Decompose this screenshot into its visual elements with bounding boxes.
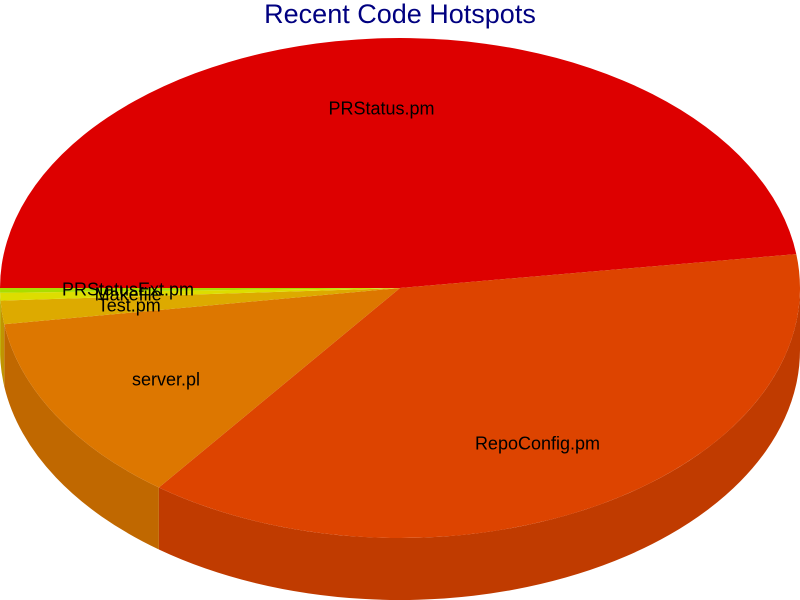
pie-sides (0, 288, 800, 600)
pie-slices (0, 38, 800, 538)
slice-label-prstatus-pm: PRStatus.pm (328, 98, 434, 118)
slice-label-makefile: Makefile (95, 284, 162, 304)
slice-label-server-pl: server.pl (132, 370, 200, 390)
slice-server-pl (4, 288, 400, 488)
slice-repoconfig-pm (158, 254, 800, 538)
slice-side-test-pm (0, 300, 5, 387)
slice-makefile (0, 288, 401, 301)
chart-title: Recent Code Hotspots (264, 0, 536, 29)
slice-label-repoconfig-pm: RepoConfig.pm (475, 433, 600, 453)
slice-prstatusext-pm (0, 288, 400, 293)
slice-side-repoconfig-pm (158, 288, 800, 600)
slice-prstatus-pm (0, 38, 797, 288)
slice-side-server-pl (4, 324, 159, 550)
slice-label-prstatusext-pm: PRStatusExt.pm (62, 280, 194, 300)
slice-test-pm (0, 288, 401, 325)
slice-label-test-pm: Test.pm (98, 296, 161, 316)
slice-labels: PRStatus.pm RepoConfig.pm server.pl Test.pm… (62, 98, 600, 453)
